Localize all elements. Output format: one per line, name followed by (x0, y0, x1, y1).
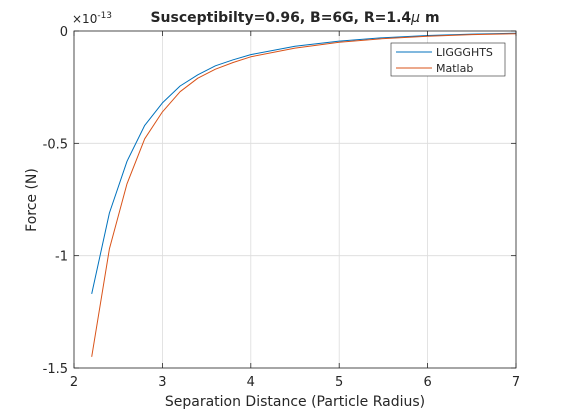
series-line-matlab (91, 33, 517, 357)
y-tick-label: 0 (60, 25, 68, 40)
y-tick-label: -1.5 (43, 362, 68, 377)
y-exponent-label: ×10-13 (72, 11, 112, 26)
y-axis-label: Force (N) (24, 168, 40, 232)
series-line-liggghts (91, 32, 517, 295)
x-tick-label: 5 (335, 375, 343, 390)
legend-label-matlab: Matlab (436, 62, 473, 75)
y-tick-label: -1 (55, 250, 68, 265)
legend-label-liggghts: LIGGGHTS (436, 46, 493, 59)
x-tick-label: 7 (512, 375, 520, 390)
x-tick-label: 4 (247, 375, 255, 390)
x-tick-label: 3 (158, 375, 166, 390)
legend-box (390, 42, 506, 77)
plot-frame (73, 30, 517, 369)
x-tick-label: 2 (70, 375, 78, 390)
axis-ticks: 2 3 4 5 6 7 0 -0.5 -1 -1.5 (43, 25, 521, 390)
chart-title: Susceptibilty=0.96, B=6G, R=1.4μ m (150, 10, 439, 26)
legend: LIGGGHTS Matlab (390, 42, 506, 77)
y-tick-label: -0.5 (43, 137, 68, 152)
x-tick-label: 6 (423, 375, 431, 390)
x-axis-label: Separation Distance (Particle Radius) (165, 394, 425, 410)
series-layer (91, 32, 517, 357)
plot-area (74, 31, 516, 368)
